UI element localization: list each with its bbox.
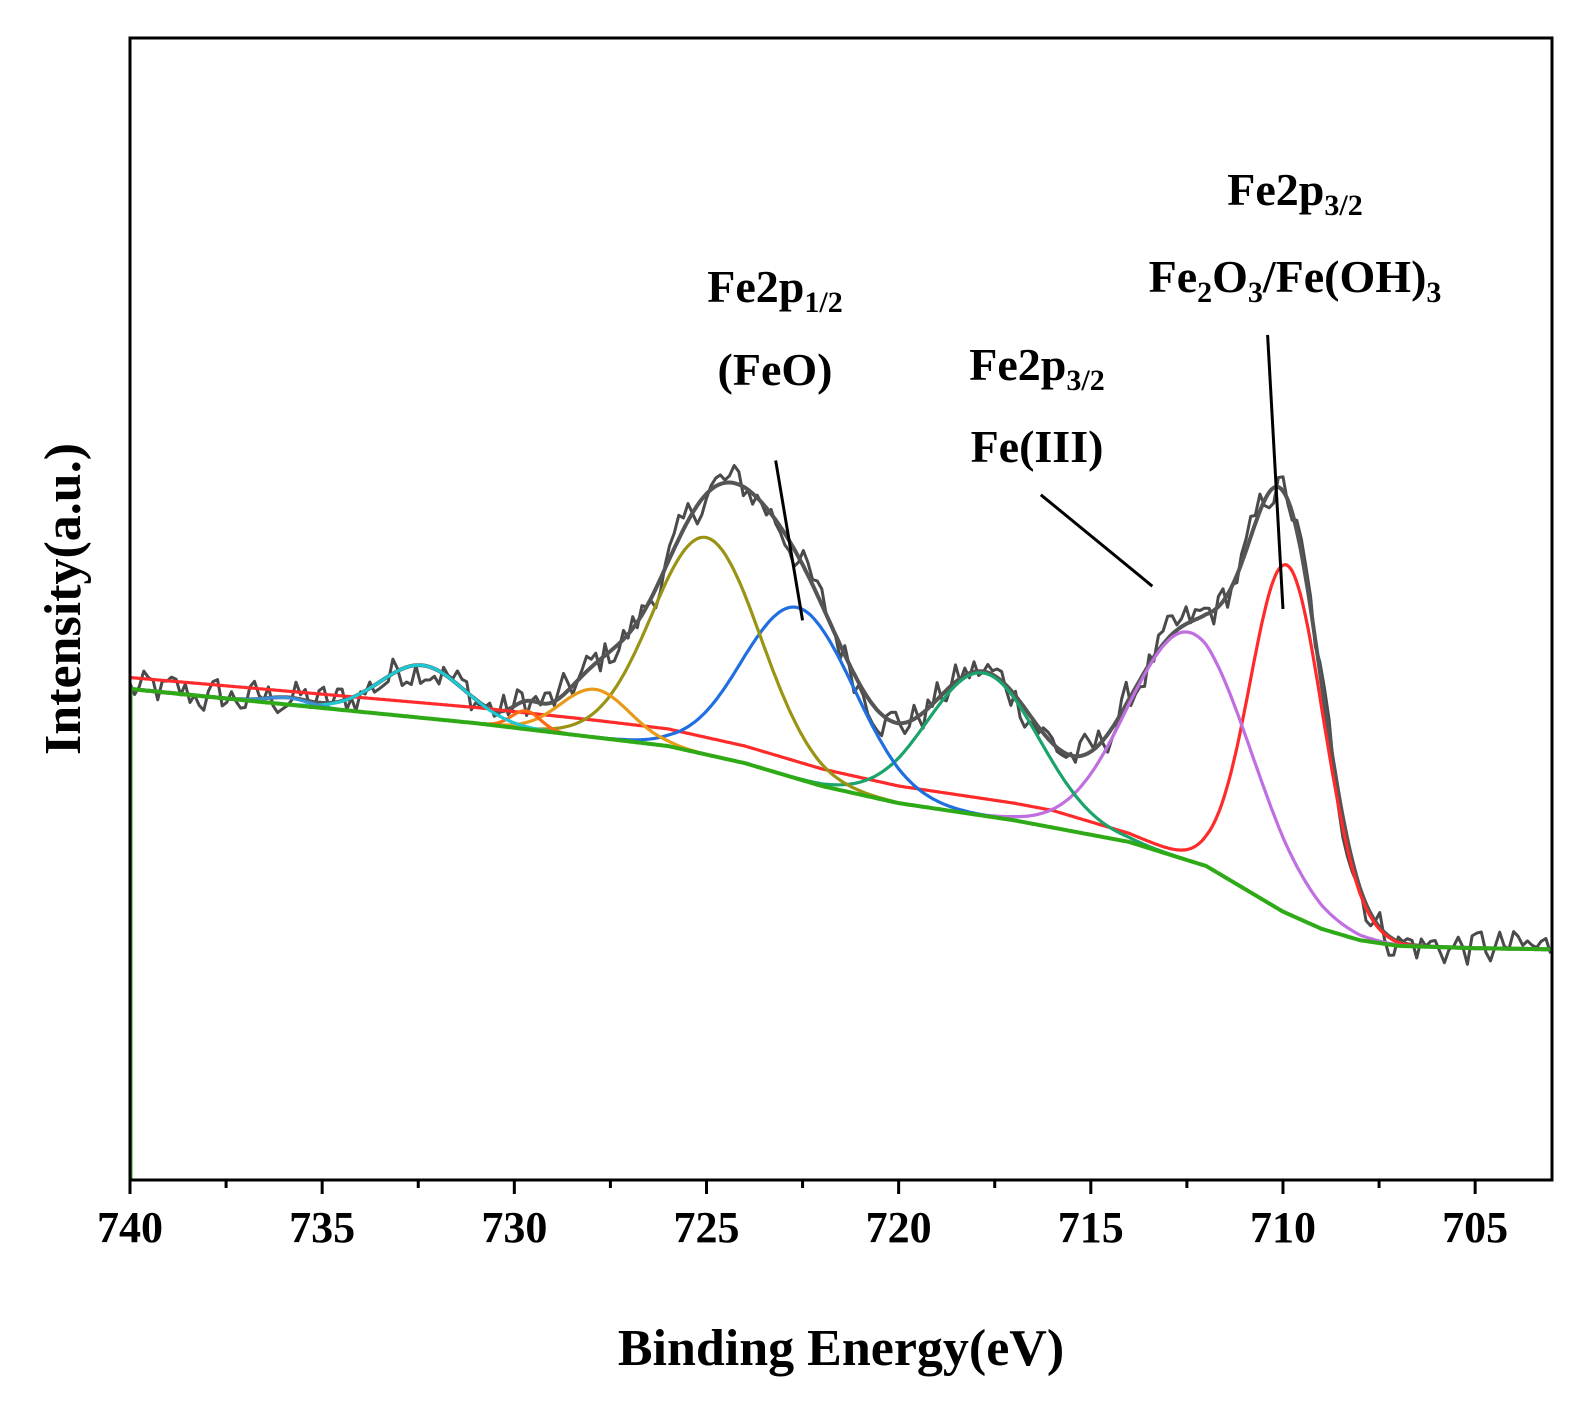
x-tick-label: 710 bbox=[1250, 1203, 1316, 1252]
x-tick-label: 735 bbox=[289, 1203, 355, 1252]
ann-feiii-line-0: Fe2p3/2 bbox=[969, 339, 1104, 397]
series-raw-data bbox=[128, 464, 1552, 966]
x-tick-label: 715 bbox=[1058, 1203, 1124, 1252]
x-axis-ticks: 740 735 730 725 720 715 710 705 bbox=[97, 1180, 1508, 1252]
x-tick-label: 730 bbox=[481, 1203, 547, 1252]
x-axis-title: Binding Energy(eV) bbox=[618, 1320, 1064, 1377]
peak-annotations: Fe2p3/2 Fe2O3/Fe(OH)3 Fe2p3/2 Fe(III) Fe2p1/… bbox=[707, 164, 1442, 621]
y-axis-title: Intensity(a.u.) bbox=[35, 443, 92, 755]
plot-frame bbox=[128, 36, 1554, 1182]
ann-feiii-line-1: Fe(III) bbox=[971, 421, 1104, 472]
series-peak-712.4 bbox=[882, 630, 1499, 951]
x-tick-label: 720 bbox=[866, 1203, 932, 1252]
ann-feiii-pointer bbox=[1039, 493, 1154, 588]
series-background bbox=[129, 686, 1553, 952]
ann-feo-line-1: (FeO) bbox=[718, 344, 833, 395]
series-envelope-fit bbox=[129, 480, 1553, 952]
series-peak-709.9 bbox=[129, 563, 1552, 951]
ann-feo-line-0: Fe2p1/2 bbox=[707, 261, 842, 319]
x-tick-label: 740 bbox=[97, 1203, 163, 1252]
ann-fe2o3-line-0: Fe2p3/2 bbox=[1227, 164, 1362, 222]
x-tick-label: 725 bbox=[673, 1203, 739, 1252]
ann-fe2o3-line-1: Fe2O3/Fe(OH)3 bbox=[1149, 251, 1442, 309]
series-peak-725 bbox=[437, 535, 976, 817]
plot-curves bbox=[128, 464, 1553, 1180]
x-tick-label: 705 bbox=[1442, 1203, 1508, 1252]
ann-fe2o3-pointer bbox=[1266, 334, 1285, 610]
ann-feo-pointer bbox=[774, 460, 805, 621]
